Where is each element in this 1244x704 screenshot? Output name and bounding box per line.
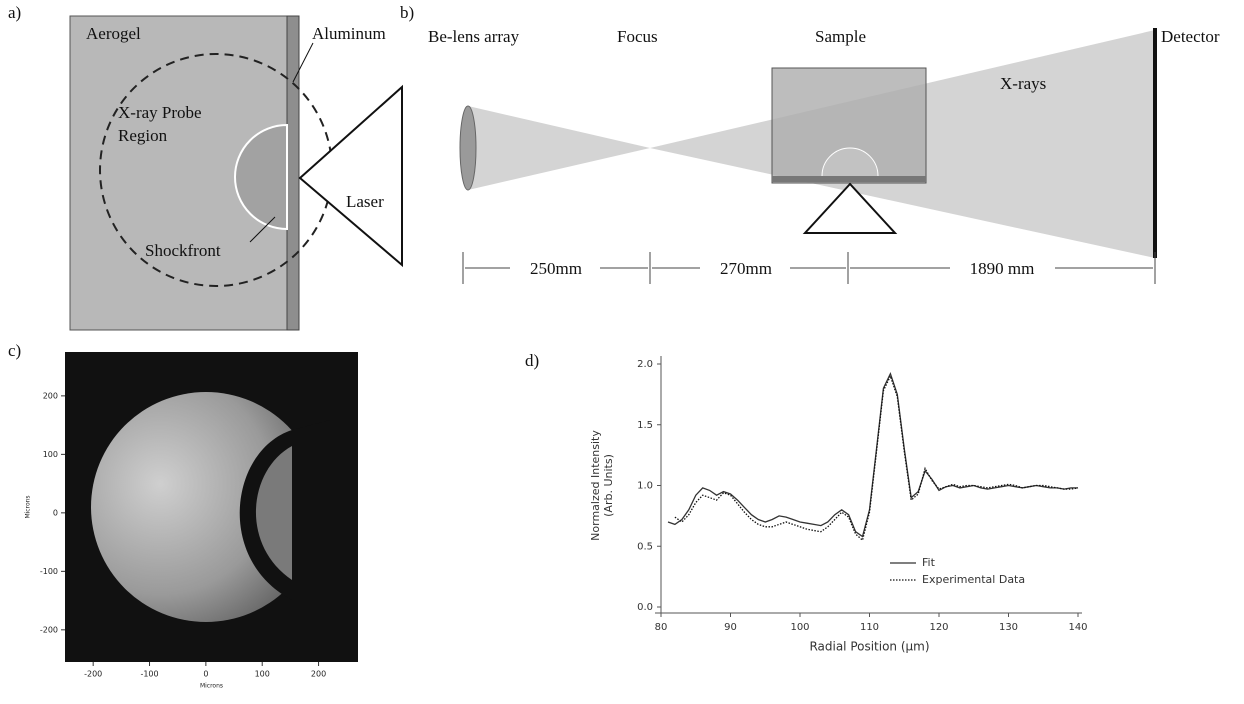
beam (468, 106, 650, 190)
x-tick-label: 100 (255, 670, 270, 679)
y-tick-label: 200 (43, 391, 58, 400)
label: Laser (346, 192, 384, 211)
label: Detector (1161, 27, 1220, 46)
label: Shockfront (145, 241, 221, 260)
figure: a) b) c) d) Aerogel Aluminum X-ray Probe… (0, 0, 1244, 704)
line (668, 374, 1078, 537)
x-axis-label: Radial Position (μm) (809, 640, 929, 654)
panel-label: b) (400, 3, 414, 22)
label: Aerogel (86, 24, 141, 43)
y-axis-label: Microns (25, 495, 32, 518)
distance: 1890 mm (970, 259, 1035, 278)
x-tick-label: 200 (311, 670, 326, 679)
label: X-ray Probe (118, 103, 202, 122)
x-tick-label: 110 (860, 622, 879, 633)
panel-b: Be-lens array Focus Sample Detector X-ra… (428, 27, 1220, 284)
line (675, 376, 1078, 540)
x-tick-label: 120 (929, 622, 948, 633)
label: Focus (617, 27, 658, 46)
x-tick-label: 130 (999, 622, 1018, 633)
aluminum-layer (287, 16, 299, 330)
panel-a: Aerogel Aluminum X-ray Probe Region Shoc… (70, 16, 402, 330)
panel-label: a) (8, 3, 21, 22)
x-tick-label: -200 (84, 670, 102, 679)
y-tick-label: 2.0 (637, 359, 653, 370)
panel-label: d) (525, 351, 539, 370)
x-tick-label: -100 (140, 670, 158, 679)
y-axis-label: (Arb. Units) (602, 454, 615, 517)
y-tick-label: 0 (53, 508, 58, 517)
label: Aluminum (312, 24, 386, 43)
y-tick-label: 1.0 (637, 481, 653, 492)
x-tick-label: 0 (203, 670, 208, 679)
lens (460, 106, 476, 190)
panel-c (65, 352, 358, 662)
legend-label: Fit (922, 556, 936, 569)
label: X-rays (1000, 74, 1046, 93)
x-tick-label: 80 (655, 622, 668, 633)
x-tick-label: 100 (790, 622, 809, 633)
legend-label: Experimental Data (922, 573, 1025, 586)
sample-plate (772, 176, 926, 182)
x-tick-label: 140 (1068, 622, 1087, 633)
x-axis-label: Microns (200, 683, 223, 690)
y-tick-label: 1.5 (637, 420, 653, 431)
y-axis-label: Normalzed Intensity (589, 430, 602, 541)
label: Sample (815, 27, 866, 46)
y-tick-label: 0.0 (637, 602, 653, 613)
x-tick-label: 90 (724, 622, 737, 633)
distance: 250mm (530, 259, 582, 278)
laser-cone (300, 87, 402, 265)
y-tick-label: 100 (43, 450, 58, 459)
y-tick-label: -200 (40, 625, 58, 634)
label: Be-lens array (428, 27, 520, 46)
panel-label: c) (8, 341, 21, 360)
distance: 270mm (720, 259, 772, 278)
y-tick-label: 0.5 (637, 541, 653, 552)
label: Region (118, 126, 168, 145)
y-tick-label: -100 (40, 567, 58, 576)
